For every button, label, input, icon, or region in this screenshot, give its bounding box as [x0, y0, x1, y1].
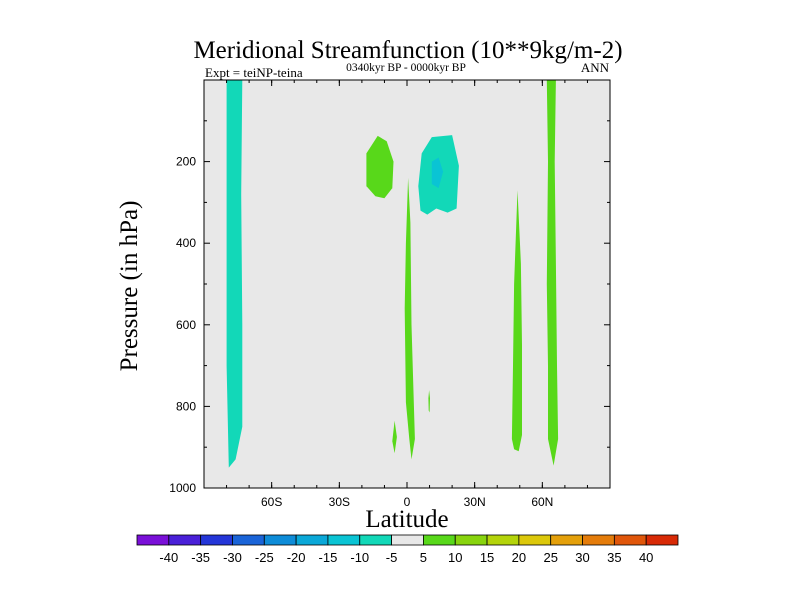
- region-southern-high-latitude-negative-column: [226, 80, 243, 468]
- colorbar: [136, 534, 679, 546]
- colorbar-label: -30: [223, 550, 242, 565]
- colorbar-label: 10: [448, 550, 462, 565]
- season-annotation: ANN: [581, 60, 610, 75]
- colorbar-swatch: [200, 534, 233, 546]
- colorbar-label: -20: [287, 550, 306, 565]
- colorbar-swatch: [263, 534, 297, 546]
- region-northern-high-latitude-positive-column: [546, 80, 559, 466]
- x-tick-label: 30S: [329, 495, 350, 509]
- colorbar-labels: -40 -35 -30 -25 -20 -15 -10 -5 5 10 15 20 25 30 35 40: [159, 550, 653, 565]
- region-near-surface-positive-speck-left: [392, 420, 397, 454]
- region-near-surface-positive-speck-right: [428, 390, 430, 413]
- x-tick-label: 60N: [531, 495, 553, 509]
- colorbar-label: 35: [607, 550, 621, 565]
- colorbar-label: 40: [639, 550, 653, 565]
- experiment-annotation: Expt = teiNP-teina: [205, 65, 303, 80]
- colorbar-swatch: [645, 534, 679, 546]
- colorbar-swatch: [582, 534, 615, 546]
- colorbar-label: 5: [420, 550, 427, 565]
- y-tick-label: 600: [176, 318, 196, 332]
- chart-subtitle: 0340kyr BP - 0000kyr BP: [346, 62, 466, 74]
- colorbar-swatch: [232, 534, 265, 546]
- contour-regions: [226, 80, 559, 468]
- y-axis-ticks: 200 400 600 800 1000: [169, 120, 610, 495]
- x-axis-label: Latitude: [365, 506, 448, 533]
- region-southern-tropical-positive-cell: [366, 135, 394, 199]
- colorbar-label: -25: [255, 550, 274, 565]
- region-tropical-negative-cell-core: [431, 157, 444, 189]
- colorbar-swatch: [423, 534, 456, 546]
- colorbar-label: 20: [512, 550, 526, 565]
- colorbar-swatch: [295, 534, 329, 546]
- colorbar-swatch: [391, 534, 424, 546]
- colorbar-swatch: [518, 534, 552, 546]
- y-axis-label: Pressure (in hPa): [116, 201, 143, 372]
- colorbar-label: -10: [350, 550, 369, 565]
- colorbar-swatch: [168, 534, 202, 546]
- x-tick-label: 0: [404, 495, 411, 509]
- colorbar-label: 30: [575, 550, 589, 565]
- colorbar-swatch: [136, 534, 170, 546]
- chart-title: Meridional Streamfunction (10**9kg/m-2): [193, 37, 622, 64]
- colorbar-label: -5: [386, 550, 398, 565]
- colorbar-swatch: [359, 534, 392, 546]
- colorbar-swatch: [486, 534, 520, 546]
- colorbar-label: 15: [480, 550, 494, 565]
- y-tick-label: 1000: [169, 481, 196, 495]
- region-equatorial-positive-column: [404, 177, 415, 460]
- colorbar-label: 25: [543, 550, 557, 565]
- colorbar-swatch: [454, 534, 488, 546]
- x-axis-ticks: 60S 30S 0 30N 60N: [203, 80, 611, 509]
- colorbar-swatch: [327, 534, 361, 546]
- region-northern-midlatitude-positive-column: [511, 190, 522, 452]
- y-tick-label: 400: [176, 236, 196, 250]
- colorbar-swatch: [613, 534, 647, 546]
- colorbar-label: -40: [159, 550, 178, 565]
- colorbar-label: -35: [191, 550, 210, 565]
- y-tick-label: 200: [176, 155, 196, 169]
- x-tick-label: 60S: [261, 495, 282, 509]
- y-tick-label: 800: [176, 399, 196, 413]
- colorbar-label: -15: [319, 550, 338, 565]
- colorbar-swatch: [550, 534, 583, 546]
- x-tick-label: 30N: [464, 495, 486, 509]
